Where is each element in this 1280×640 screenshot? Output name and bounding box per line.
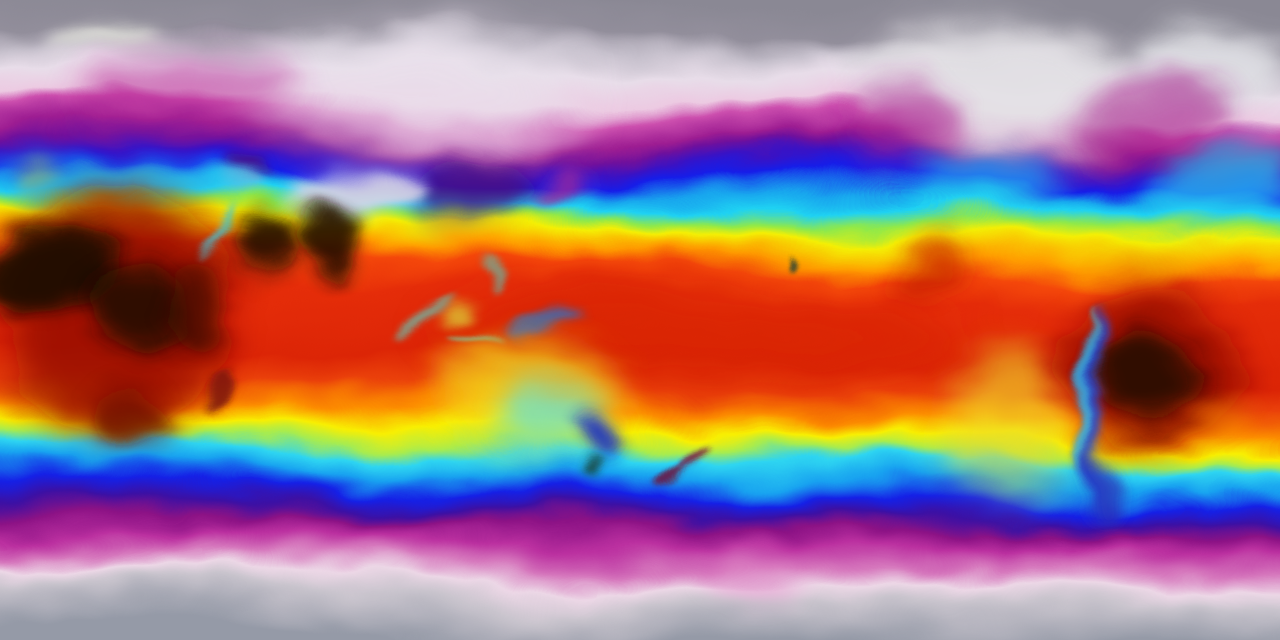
brazil-east-orange-region (1188, 387, 1240, 429)
south-africa-ember-region (97, 387, 177, 449)
andes-blue-region (1081, 284, 1107, 500)
siberia-pale-region (240, 44, 600, 140)
red-sea-cyan-region (196, 213, 232, 265)
n-atlantic-cyan-region (0, 159, 115, 205)
east-asia-purple-region (412, 143, 532, 221)
sumatra-cyan-region (397, 300, 453, 344)
patagonia-cold-region (1078, 440, 1116, 524)
madagascar-region (212, 365, 238, 411)
black-sea-purple-region (225, 163, 273, 181)
sahara-black-region (0, 231, 125, 313)
nz-south-island-region (651, 462, 681, 484)
mexico-hot-region (885, 237, 965, 287)
hawaii-region (783, 247, 793, 255)
europe-magenta-swirl-region (71, 56, 309, 134)
amazon-black-region (1100, 312, 1196, 412)
new-guinea-ridge-region (515, 319, 597, 349)
tasmania-cold-region (572, 460, 592, 478)
java-cyan-region (458, 346, 514, 356)
southern-pink-swirl-region (707, 557, 803, 599)
congo-black-region (88, 271, 192, 351)
gulf-stream-cyan-region (1157, 141, 1280, 223)
borneo-warm-region (444, 307, 480, 333)
na-east-magenta-region (1075, 67, 1225, 169)
scandinavia-ice-region (60, 22, 176, 54)
na-west-magenta-region (839, 87, 957, 177)
australia-se-cold-region (573, 415, 611, 459)
map-features (0, 10, 1280, 599)
equatorial-deep-red-region (440, 285, 960, 375)
peru-current-yellow-region (952, 337, 1064, 493)
nz-north-island-region (674, 439, 696, 465)
east-africa-dark-region (169, 268, 223, 352)
andes-cyan-edge-region (1079, 285, 1097, 475)
n-pacific-cyan-region (918, 159, 1058, 213)
india-black-region (299, 202, 361, 274)
philippines-cyan-region (483, 259, 501, 293)
korea-japan-magenta-region (532, 156, 588, 204)
arabia-black-region (224, 220, 300, 272)
